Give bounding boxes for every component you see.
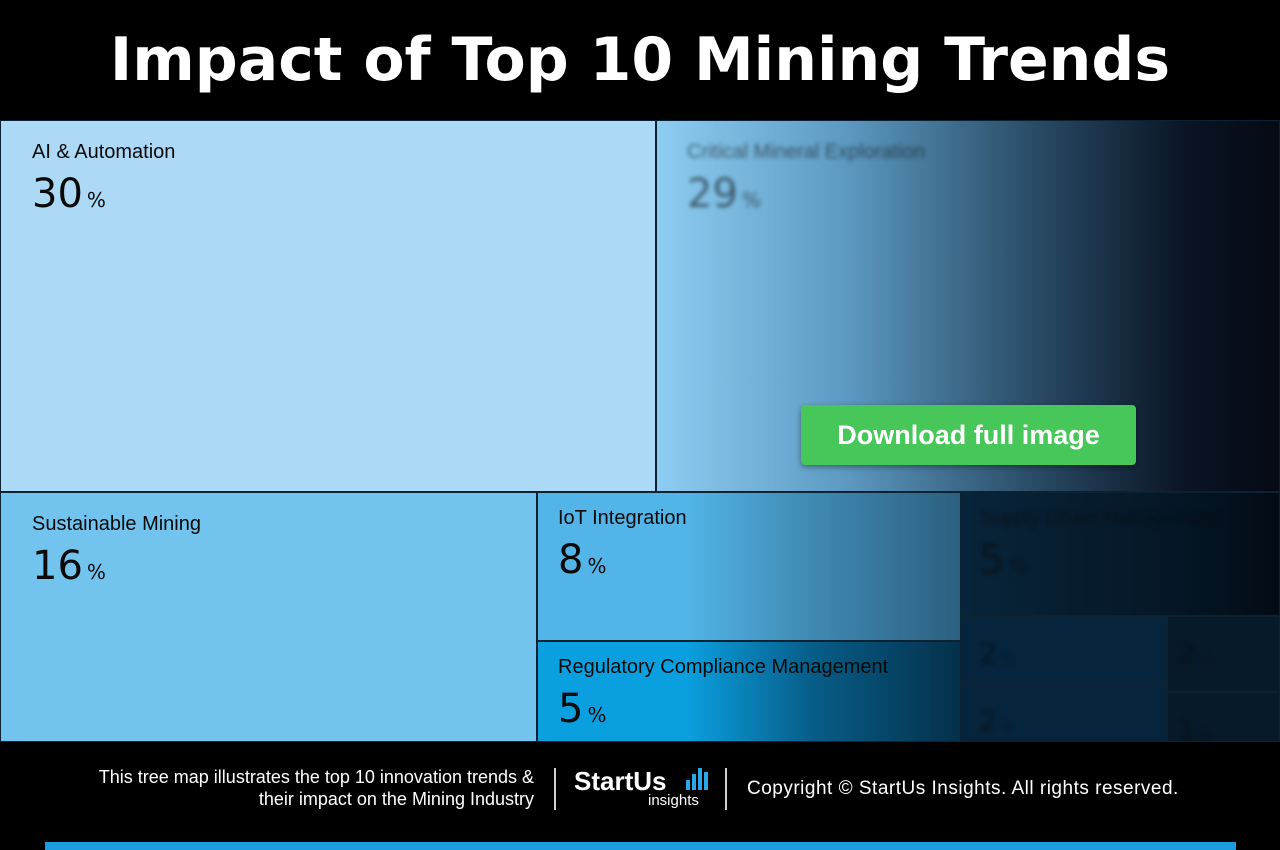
treemap-tile-value: 8% [558,537,606,583]
treemap-tile-label: Regulatory Compliance Management [558,656,889,678]
page-title: Impact of Top 10 Mining Trends [109,25,1171,95]
treemap-tile-value-unit: % [741,188,761,212]
treemap-tile-label: Supply Chain Management [979,507,1221,529]
treemap-tile-value: 2% [979,705,1012,738]
title-bar: Impact of Top 10 Mining Trends [0,0,1280,120]
treemap-tile-value-number: 8 [558,537,584,583]
treemap-tile: Regulatory Compliance Management 5% [537,641,961,742]
treemap-tile-value-unit: % [1199,652,1212,666]
treemap-tile-value-number: 2 [1178,637,1196,670]
treemap-tile-value-unit: % [1008,554,1028,578]
treemap-tile-value: 5% [979,537,1027,583]
treemap-tile-value-number: 1 [1178,713,1196,742]
treemap-tile: 2% [961,684,1167,742]
footer-description-line-1: This tree map illustrates the top 10 inn… [98,767,534,787]
treemap-tile-value-unit: % [1000,720,1013,734]
footer-description: This tree map illustrates the top 10 inn… [14,766,534,810]
treemap-tile-value: 16% [32,543,106,589]
treemap-tile-value: 1% [1178,713,1212,742]
treemap-tile-value: 2% [1178,637,1211,670]
download-full-image-button[interactable]: Download full image [801,405,1136,465]
treemap-tile-value-number: 5 [979,537,1005,583]
logo-subtext: insights [648,792,699,809]
footer-description-line-2: their impact on the Mining Industry [258,789,534,809]
treemap-tile: IoT Integration 8% [537,492,961,641]
treemap-tile: Sustainable Mining 16% [0,492,537,742]
logo-wordmark: StartUs [574,766,667,796]
footer-accent-bar [45,842,1236,850]
footer-divider-right [725,768,727,810]
logo-bars-icon [686,768,710,790]
treemap-tile-value-number: 2 [979,637,997,670]
footer: This tree map illustrates the top 10 inn… [0,742,1280,850]
treemap-tile-value-unit: % [86,188,106,212]
treemap-tile-value-number: 16 [32,543,83,589]
treemap-tile-value-unit: % [1000,652,1013,666]
treemap-tile-value-unit: % [587,554,607,578]
treemap-tile: Supply Chain Management 5% [961,492,1280,616]
treemap-tile: AI & Automation 30% [0,120,656,492]
treemap-tile-label: Critical Mineral Exploration [687,141,925,163]
treemap-tile-label: IoT Integration [558,507,687,529]
treemap-tile-value-unit: % [587,703,607,727]
treemap-tile-value: 30% [32,171,106,217]
treemap-tile-value: 5% [558,686,606,732]
treemap-tile: 1% [1167,692,1280,742]
treemap-tile-label: Sustainable Mining [32,513,201,535]
treemap-tile: 2% [961,616,1167,684]
treemap-tile-value-unit: % [86,560,106,584]
treemap-tile-value-number: 2 [979,705,997,738]
footer-divider-left [554,768,556,810]
treemap-tile-value-number: 5 [558,686,584,732]
startus-insights-logo: StartUs insights [574,766,714,812]
copyright-text: Copyright © StartUs Insights. All rights… [747,778,1179,799]
treemap-tile-value-number: 30 [32,171,83,217]
treemap-tile-value-unit: % [1199,728,1212,742]
treemap-tile-value: 29% [687,171,761,217]
treemap-tile-value: 2% [979,637,1012,670]
treemap-tile: 2% [1167,616,1280,692]
treemap-tile-label: AI & Automation [32,141,176,163]
treemap-tile-value-number: 29 [687,171,738,217]
